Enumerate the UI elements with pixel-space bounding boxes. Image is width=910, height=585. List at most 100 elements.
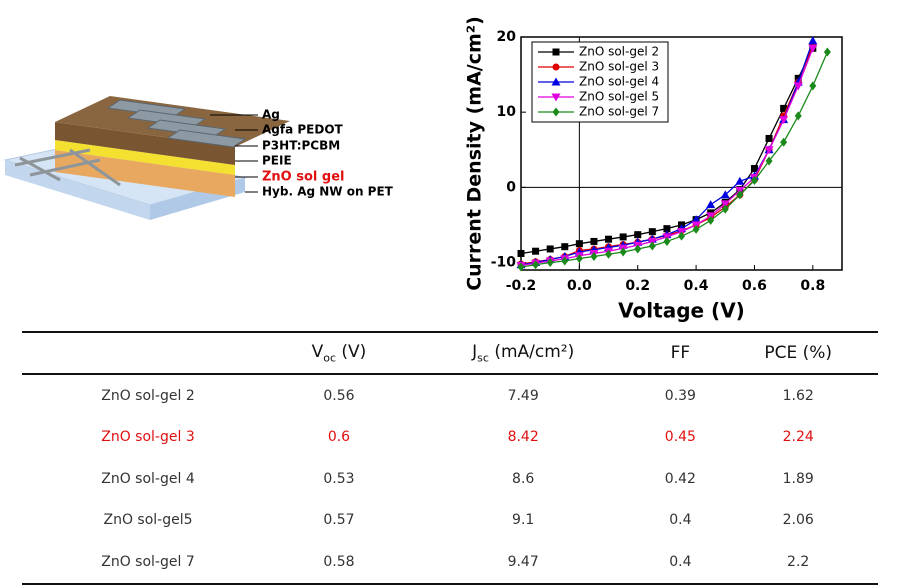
table-cell: 0.45 xyxy=(664,429,696,446)
x-tick-label: -0.2 xyxy=(506,278,537,294)
legend-label: ZnO sol-gel 7 xyxy=(579,105,659,119)
table-cell: 2.06 xyxy=(782,512,814,529)
marker xyxy=(707,215,715,225)
header-text: FF xyxy=(670,343,691,363)
table-cell: ZnO sol-gel5 xyxy=(103,512,193,529)
marker xyxy=(605,235,613,243)
table-row: ZnO sol-gel5 0.57 9.1 0.4 2.06 xyxy=(22,500,878,542)
table-cell: 0.39 xyxy=(664,387,696,404)
x-tick-label: 0.0 xyxy=(567,278,592,294)
table-cell: 0.53 xyxy=(323,470,355,487)
legend-label: ZnO sol-gel 3 xyxy=(579,60,659,74)
legend-label: ZnO sol-gel 4 xyxy=(579,75,659,89)
marker xyxy=(794,111,802,121)
marker xyxy=(546,257,554,267)
table-cell: 2.24 xyxy=(782,429,814,446)
marker xyxy=(720,190,730,199)
table-cell: 7.49 xyxy=(507,387,539,404)
y-tick-label: 20 xyxy=(497,29,517,45)
marker xyxy=(551,77,561,86)
header-row: Voc (V) Jsc (mA/cm²) FF PCE (%) xyxy=(22,331,878,375)
layer-label: PEIE xyxy=(262,154,292,168)
zno-layer xyxy=(55,150,235,197)
header-subscript: oc xyxy=(323,351,337,365)
table-cell: 1.62 xyxy=(782,387,814,404)
marker xyxy=(552,63,560,71)
table-cell: 8.6 xyxy=(512,470,535,487)
x-axis-label: Voltage (V) xyxy=(618,299,745,323)
marker xyxy=(750,176,758,186)
marker xyxy=(561,256,569,266)
series-line xyxy=(520,51,829,268)
marker xyxy=(809,81,817,91)
x-tick-label: 0.6 xyxy=(742,278,767,294)
marker xyxy=(552,107,560,117)
header-unit: (V) xyxy=(341,341,367,362)
marker xyxy=(590,237,598,245)
marker xyxy=(735,176,745,185)
marker xyxy=(619,233,627,241)
marker xyxy=(780,104,788,112)
table-row: ZnO sol-gel 3 0.6 8.42 0.45 2.24 xyxy=(22,417,878,459)
header-text: J xyxy=(472,341,478,362)
column-header: FF xyxy=(642,331,719,375)
marker xyxy=(706,200,716,209)
marker xyxy=(808,36,818,45)
marker xyxy=(590,251,598,261)
marker xyxy=(551,93,561,102)
page: Ag Agfa PEDOT P3HT:PCBM PEIE ZnO sol gel Hyb.… xyxy=(3,16,878,585)
marker xyxy=(552,48,560,56)
column-header: PCE (%) xyxy=(718,331,878,375)
table-cell: 0.6 xyxy=(327,429,351,446)
marker xyxy=(546,245,554,253)
table-row: ZnO sol-gel 2 0.56 7.49 0.39 1.62 xyxy=(22,374,878,417)
marker xyxy=(765,156,773,166)
table-row: ZnO sol-gel 4 0.53 8.6 0.42 1.89 xyxy=(22,458,878,500)
table-cell: 2.2 xyxy=(718,541,878,585)
y-axis-label: Current Density (mA/cm²) xyxy=(464,16,486,291)
marker xyxy=(605,249,613,259)
marker xyxy=(663,236,671,246)
marker xyxy=(808,44,818,53)
marker xyxy=(823,47,831,57)
x-tick-label: 0.2 xyxy=(625,278,650,294)
layer-label: Ag xyxy=(262,108,280,122)
table-cell: ZnO sol-gel 7 xyxy=(22,541,274,585)
marker xyxy=(779,116,789,125)
header-subscript: sc xyxy=(477,351,489,365)
x-tick-label: 0.8 xyxy=(800,278,825,294)
column-header: Voc (V) xyxy=(274,331,404,375)
table-cell: 0.58 xyxy=(274,541,404,585)
marker xyxy=(692,224,700,234)
table-cell: 8.42 xyxy=(507,429,539,446)
table-cell: 0.56 xyxy=(323,387,355,404)
layer-label: ZnO sol gel xyxy=(262,170,345,185)
p3ht-layer xyxy=(55,122,235,165)
header-text: PCE (%) xyxy=(764,343,833,363)
marker xyxy=(517,249,525,257)
x-tick-label: 0.4 xyxy=(684,278,709,294)
table-cell: ZnO sol-gel 4 xyxy=(101,470,195,487)
header-text: V xyxy=(311,341,324,362)
y-tick-label: 10 xyxy=(497,104,517,120)
table-cell: ZnO sol-gel 2 xyxy=(101,387,195,404)
marker xyxy=(517,262,525,272)
layer-label: Hyb. Ag NW on PET xyxy=(262,185,394,199)
marker xyxy=(532,247,540,255)
table-cell: 0.57 xyxy=(323,512,355,529)
peie-layer xyxy=(55,140,235,175)
legend-label: ZnO sol-gel 5 xyxy=(579,90,659,104)
marker xyxy=(619,247,627,257)
results-table: Voc (V) Jsc (mA/cm²) FF PCE (%) ZnO sol-gel… xyxy=(22,331,878,585)
marker xyxy=(648,241,656,251)
marker xyxy=(691,215,701,224)
marker xyxy=(793,82,803,91)
header-blank xyxy=(22,331,274,375)
marker xyxy=(721,204,729,214)
marker xyxy=(780,137,788,147)
table-cell: ZnO sol-gel 3 xyxy=(101,429,195,446)
header-unit: (mA/cm²) xyxy=(494,341,575,362)
plot-frame xyxy=(520,36,843,271)
